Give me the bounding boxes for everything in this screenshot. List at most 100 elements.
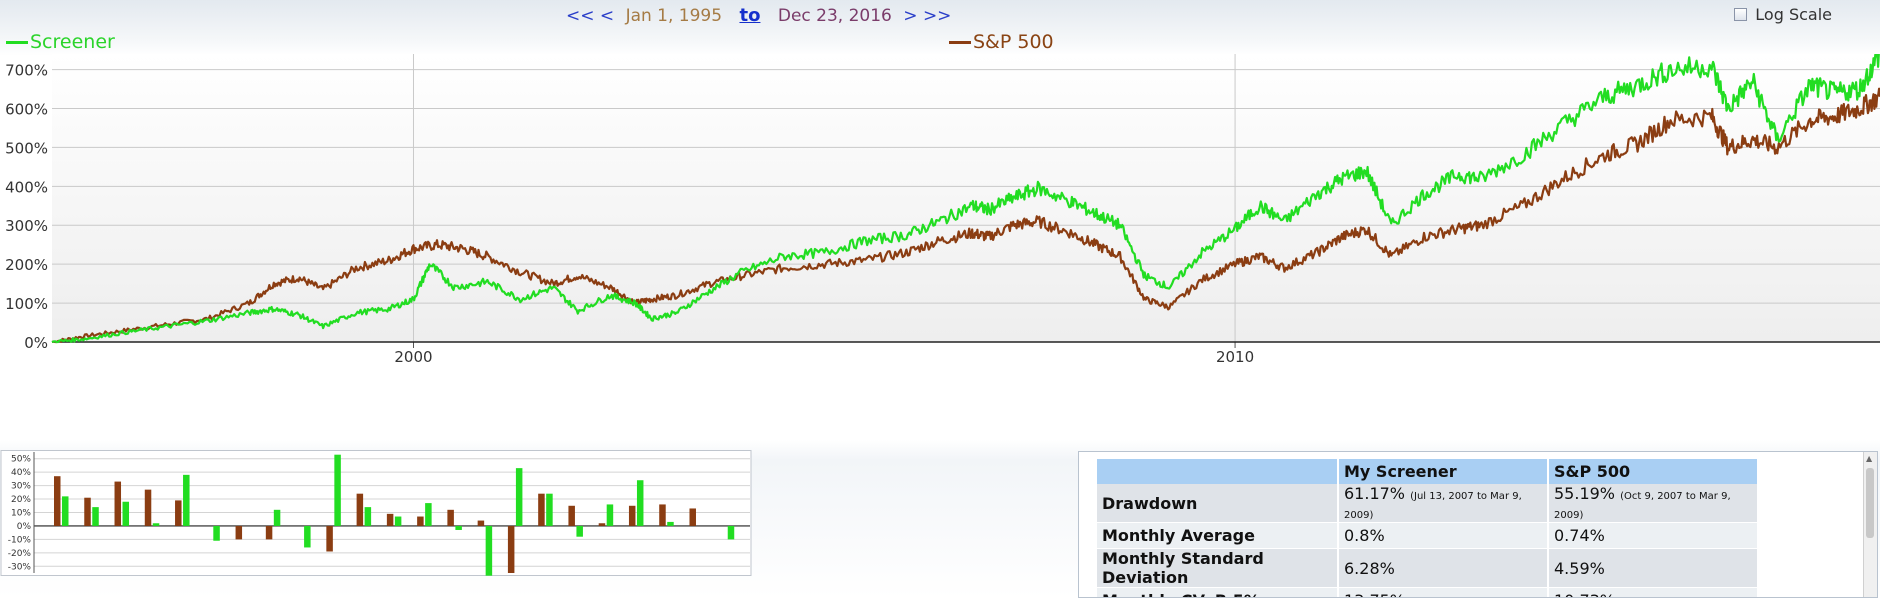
- stats-row-monthly-cvar: Monthly CVaR 5% 13.75% 10.73%: [1097, 587, 1759, 597]
- plot-area: [52, 54, 1880, 342]
- legend-sp500-label: S&P 500: [973, 31, 1054, 53]
- bar-screener: [122, 501, 130, 526]
- next-period-link[interactable]: >: [903, 6, 918, 26]
- series-line-sp500: [51, 87, 1880, 344]
- stats-cell-sp500: 0.74%: [1548, 522, 1759, 549]
- stats-header-blank: [1097, 459, 1339, 484]
- bar-screener: [727, 525, 735, 540]
- y-tick-label: 500%: [5, 139, 48, 157]
- bar-screener: [515, 468, 523, 526]
- bar-screener: [62, 496, 69, 526]
- stats-panel: My Screener S&P 500 Drawdown 61.17% (Jul…: [1078, 451, 1878, 598]
- bar-sp500: [568, 505, 575, 526]
- bar-y-tick-label: 10%: [11, 509, 31, 519]
- monthly-returns-bar-chart[interactable]: -30% -20% -10% 0% 10% 20% 30% 40% 50%: [0, 450, 752, 576]
- stats-cell-screener: 61.17% (Jul 13, 2007 to Mar 9, 2009): [1338, 484, 1549, 523]
- series-line-screener: [51, 54, 1880, 344]
- log-scale-label: Log Scale: [1755, 5, 1832, 24]
- stats-row-monthly-average: Monthly Average 0.8% 0.74%: [1097, 522, 1759, 549]
- bar-y-tick-label: 0%: [17, 522, 32, 532]
- bar-screener: [364, 507, 372, 526]
- y-tick-label: 700%: [5, 62, 48, 80]
- bar-sp500: [84, 497, 91, 526]
- bar-sp500: [144, 489, 152, 526]
- bar-sp500: [114, 481, 122, 526]
- legend-screener[interactable]: Screener: [6, 31, 115, 53]
- log-scale-checkbox[interactable]: [1734, 8, 1748, 21]
- bar-y-tick-label: 30%: [11, 482, 31, 492]
- stats-row-label: Monthly Average: [1097, 522, 1339, 549]
- y-tick-label: 0%: [24, 334, 48, 352]
- stats-header-screener: My Screener: [1338, 459, 1549, 484]
- bar-screener: [425, 503, 432, 526]
- stats-cell-screener: 6.28%: [1338, 548, 1549, 588]
- stats-table: My Screener S&P 500 Drawdown 61.17% (Jul…: [1097, 459, 1759, 597]
- bar-sp500: [265, 525, 273, 540]
- stats-value: 55.19%: [1554, 484, 1616, 503]
- prev-period-link[interactable]: <: [599, 6, 615, 26]
- legend-screener-label: Screener: [30, 31, 115, 53]
- scrollbar-thumb[interactable]: [1866, 468, 1874, 538]
- bar-sp500: [598, 523, 606, 526]
- stats-date-range: (Oct 9, 2007 to Mar 9, 2009): [1554, 491, 1731, 521]
- bar-sp500: [235, 525, 243, 540]
- x-tick-label: 2000: [394, 348, 432, 366]
- y-tick-label: 300%: [5, 217, 48, 235]
- bar-sp500: [386, 513, 394, 526]
- stats-scrollbar[interactable]: ▲: [1863, 452, 1877, 597]
- stats-cell-screener: 13.75%: [1338, 587, 1549, 597]
- first-period-link[interactable]: <<: [566, 6, 595, 26]
- legend-screener-swatch: [6, 40, 28, 44]
- bar-sp500: [175, 500, 182, 526]
- stats-row-label: Drawdown: [1097, 484, 1339, 523]
- stats-row-label: Monthly CVaR 5%: [1097, 587, 1339, 597]
- bar-screener: [183, 474, 190, 526]
- start-date[interactable]: Jan 1, 1995: [625, 6, 723, 26]
- legend-sp500-swatch: [949, 40, 971, 44]
- bar-screener: [213, 525, 220, 541]
- stats-cell-sp500: 55.19% (Oct 9, 2007 to Mar 9, 2009): [1548, 484, 1759, 523]
- stats-row-monthly-std: Monthly Standard Deviation 6.28% 4.59%: [1097, 548, 1759, 588]
- bar-sp500: [54, 476, 61, 526]
- stats-row-label: Monthly Standard Deviation: [1097, 548, 1339, 588]
- end-date[interactable]: Dec 23, 2016: [777, 6, 892, 26]
- bar-sp500: [477, 520, 485, 526]
- y-tick-label: 400%: [5, 178, 48, 196]
- legend-sp500[interactable]: S&P 500: [949, 31, 1054, 53]
- bar-screener: [606, 504, 614, 526]
- stats-cell-sp500: 4.59%: [1548, 548, 1759, 588]
- bar-y-tick-label: 50%: [11, 455, 31, 465]
- bar-sp500: [326, 525, 333, 552]
- to-link[interactable]: to: [739, 5, 761, 26]
- bar-sp500: [628, 505, 636, 526]
- bar-y-tick-label: -20%: [8, 549, 32, 559]
- bar-screener: [273, 509, 281, 526]
- scroll-up-icon[interactable]: ▲: [1866, 454, 1873, 463]
- bar-sp500: [689, 508, 696, 526]
- stats-header-sp500: S&P 500: [1548, 459, 1759, 484]
- bar-sp500: [417, 516, 424, 526]
- y-tick-label: 200%: [5, 256, 48, 274]
- bar-screener: [394, 516, 402, 526]
- bar-y-tick-label: 40%: [11, 468, 31, 478]
- x-tick-label: 2010: [1216, 348, 1254, 366]
- last-period-link[interactable]: >>: [922, 6, 952, 26]
- stats-value: 61.17%: [1344, 484, 1406, 503]
- bar-sp500: [447, 509, 454, 526]
- stats-cell-sp500: 10.73%: [1548, 587, 1759, 597]
- bar-sp500: [538, 493, 545, 526]
- bar-y-tick-label: -30%: [8, 562, 32, 572]
- bar-screener: [304, 525, 311, 548]
- y-tick-label: 600%: [5, 100, 48, 118]
- log-scale-toggle[interactable]: Log Scale: [1734, 5, 1832, 24]
- date-range-nav: << < Jan 1, 1995 to Dec 23, 2016 > >>: [566, 5, 951, 26]
- bar-screener: [455, 525, 462, 530]
- bar-screener: [485, 525, 493, 576]
- bar-screener: [636, 480, 644, 526]
- bar-sp500: [356, 493, 364, 526]
- stats-cell-screener: 0.8%: [1338, 522, 1549, 549]
- bar-screener: [92, 507, 99, 526]
- bar-screener: [334, 454, 341, 526]
- performance-line-chart[interactable]: 0% 100% 200% 300% 400% 500% 600% 700% 2000 2010: [0, 54, 1880, 440]
- bar-sp500: [659, 504, 666, 526]
